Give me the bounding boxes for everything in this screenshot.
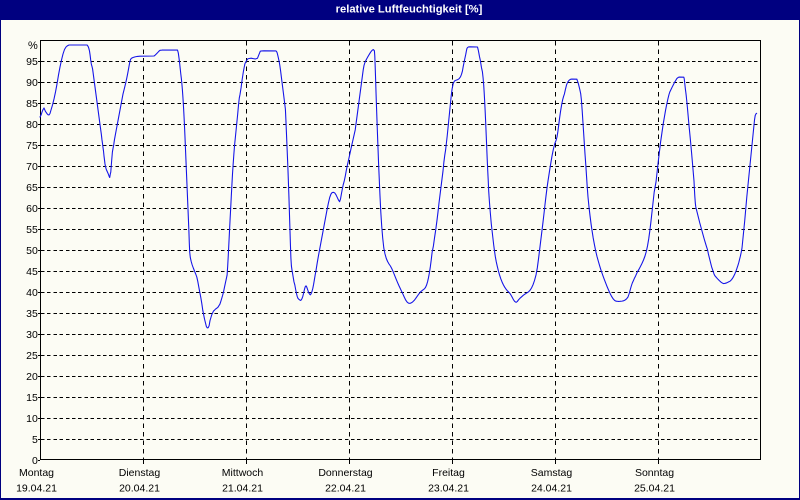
svg-text:60: 60 [26,203,38,215]
svg-text:Mittwoch: Mittwoch [222,467,264,479]
svg-text:relative Luftfeuchtigkeit [%]: relative Luftfeuchtigkeit [%] [336,3,483,15]
svg-text:Sonntag: Sonntag [635,467,674,479]
svg-text:20.04.21: 20.04.21 [119,483,160,495]
svg-text:75: 75 [26,140,38,152]
svg-text:80: 80 [26,119,38,131]
svg-text:40: 40 [26,287,38,299]
svg-text:Samstag: Samstag [531,467,573,479]
svg-text:Dienstag: Dienstag [119,467,161,479]
svg-text:Montag: Montag [19,467,54,479]
svg-text:0: 0 [32,455,38,467]
svg-text:24.04.21: 24.04.21 [531,483,572,495]
svg-text:85: 85 [26,98,38,110]
svg-text:35: 35 [26,308,38,320]
svg-text:19.04.21: 19.04.21 [16,483,57,495]
svg-text:45: 45 [26,266,38,278]
svg-text:%: % [28,40,38,52]
svg-text:Freitag: Freitag [432,467,465,479]
svg-text:95: 95 [26,56,38,68]
svg-text:20: 20 [26,371,38,383]
svg-text:21.04.21: 21.04.21 [222,483,263,495]
svg-text:22.04.21: 22.04.21 [325,483,366,495]
svg-text:70: 70 [26,161,38,173]
svg-text:65: 65 [26,182,38,194]
svg-text:Donnerstag: Donnerstag [318,467,372,479]
svg-text:25.04.21: 25.04.21 [634,483,675,495]
svg-text:5: 5 [32,434,38,446]
svg-text:30: 30 [26,329,38,341]
svg-text:55: 55 [26,224,38,236]
svg-text:90: 90 [26,77,38,89]
svg-text:23.04.21: 23.04.21 [428,483,469,495]
svg-text:50: 50 [26,245,38,257]
svg-text:15: 15 [26,392,38,404]
svg-text:10: 10 [26,413,38,425]
svg-text:25: 25 [26,350,38,362]
